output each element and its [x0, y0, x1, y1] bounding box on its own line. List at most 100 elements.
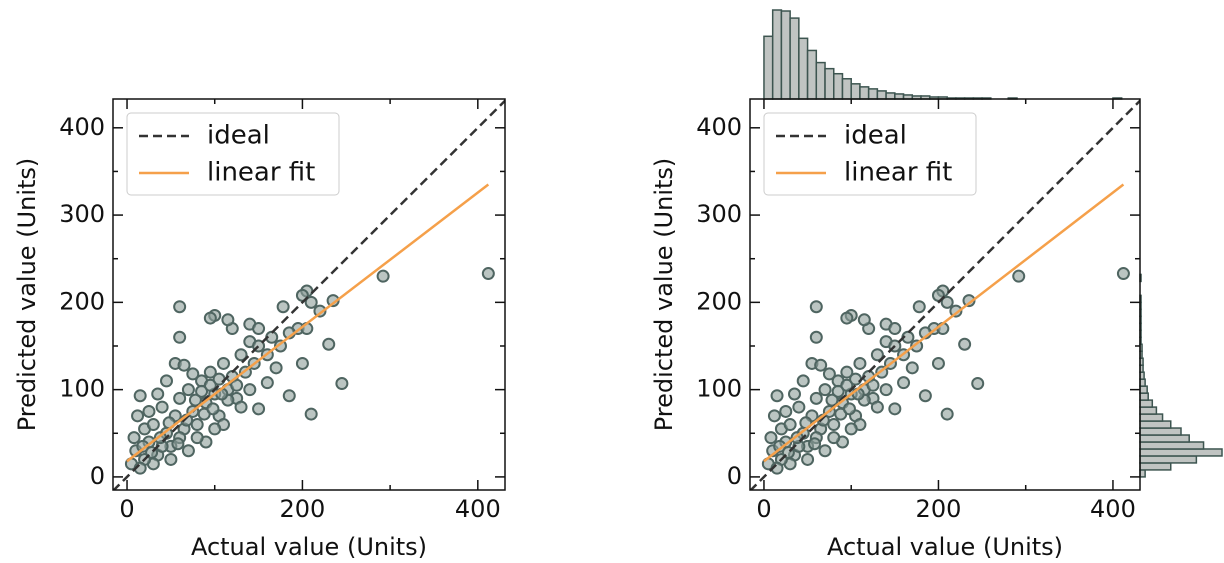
- point: [252, 322, 266, 336]
- plot-area: [113, 99, 505, 490]
- histogram-bar: [815, 61, 826, 100]
- point: [376, 269, 390, 283]
- point: [949, 304, 963, 318]
- histogram-bar: [1139, 469, 1146, 478]
- legend: ideal linear fit: [763, 112, 977, 196]
- point: [958, 337, 972, 351]
- histogram-bar: [833, 72, 844, 100]
- point: [910, 339, 924, 353]
- fit-line: [126, 183, 490, 463]
- point: [770, 389, 784, 403]
- y-tick-label: 100: [696, 375, 742, 403]
- point: [234, 400, 248, 414]
- point: [808, 437, 822, 451]
- x-tick-label: 200: [916, 495, 962, 523]
- x-axis-label: Actual value (Units): [827, 533, 1063, 561]
- y-tick-label: 200: [59, 287, 105, 315]
- point: [912, 300, 926, 314]
- point: [164, 452, 178, 466]
- point: [792, 400, 806, 414]
- histogram-bar: [1139, 413, 1164, 422]
- point: [221, 313, 235, 327]
- point: [840, 311, 854, 325]
- legend-label: linear fit: [207, 158, 315, 188]
- point: [940, 295, 954, 309]
- point: [809, 300, 823, 314]
- point: [931, 356, 945, 370]
- point: [173, 300, 187, 314]
- histogram-bar: [1139, 385, 1148, 394]
- histogram-bar: [763, 35, 774, 100]
- point: [155, 400, 169, 414]
- y-tick-label: 100: [59, 375, 105, 403]
- point: [203, 365, 217, 379]
- point: [1116, 267, 1130, 281]
- histogram-bar: [850, 83, 861, 100]
- histogram-bar: [1139, 455, 1198, 464]
- point: [335, 377, 349, 391]
- histogram-bar: [1139, 462, 1172, 471]
- histogram-bar: [780, 10, 791, 100]
- point: [857, 313, 871, 327]
- point: [188, 393, 202, 407]
- point: [243, 383, 257, 397]
- point: [142, 404, 156, 418]
- histogram-bar: [1139, 441, 1205, 450]
- point: [206, 402, 220, 416]
- point: [866, 378, 880, 392]
- point: [897, 376, 911, 390]
- point: [282, 389, 296, 403]
- point: [940, 407, 954, 421]
- point: [809, 330, 823, 344]
- point: [252, 402, 266, 416]
- histogram-bar: [841, 78, 852, 100]
- point: [879, 383, 893, 397]
- point: [177, 358, 191, 372]
- point: [304, 407, 318, 421]
- y-tick-label: 0: [727, 462, 742, 490]
- point: [783, 418, 797, 432]
- point: [1012, 269, 1026, 283]
- legend: ideal linear fit: [126, 112, 340, 196]
- point: [840, 365, 854, 379]
- histogram-bar: [806, 49, 818, 100]
- histogram-bar: [1139, 420, 1172, 429]
- point: [216, 356, 230, 370]
- y-tick-label: 0: [90, 462, 105, 490]
- fit-line: [763, 183, 1125, 463]
- point: [814, 358, 828, 372]
- point: [304, 295, 318, 309]
- point: [230, 378, 244, 392]
- point: [840, 378, 854, 392]
- x-tick-label: 0: [756, 495, 771, 523]
- point: [818, 383, 832, 397]
- legend-label: linear fit: [844, 158, 952, 188]
- point: [801, 452, 815, 466]
- axes-frame: [749, 98, 1141, 491]
- point: [842, 402, 856, 416]
- point: [870, 348, 884, 362]
- point: [853, 356, 867, 370]
- scatter-panel: 0 200 400 0 100 200 300 400 Actual value (Units)…: [650, 9, 1223, 561]
- point: [764, 431, 778, 445]
- point: [203, 311, 217, 325]
- histogram-bar: [789, 17, 800, 100]
- point: [322, 337, 336, 351]
- point: [195, 384, 209, 398]
- point: [827, 431, 841, 445]
- point: [127, 431, 141, 445]
- point: [313, 304, 327, 318]
- point: [173, 330, 187, 344]
- axes-frame: [112, 98, 506, 491]
- histogram-bar: [771, 9, 783, 100]
- point: [831, 384, 845, 398]
- point: [151, 387, 165, 401]
- point: [133, 389, 147, 403]
- point: [173, 391, 187, 405]
- x-tick-label: 200: [280, 495, 326, 523]
- point: [888, 402, 902, 416]
- point: [818, 444, 832, 458]
- point: [888, 322, 902, 336]
- point: [146, 418, 160, 432]
- point: [827, 418, 841, 432]
